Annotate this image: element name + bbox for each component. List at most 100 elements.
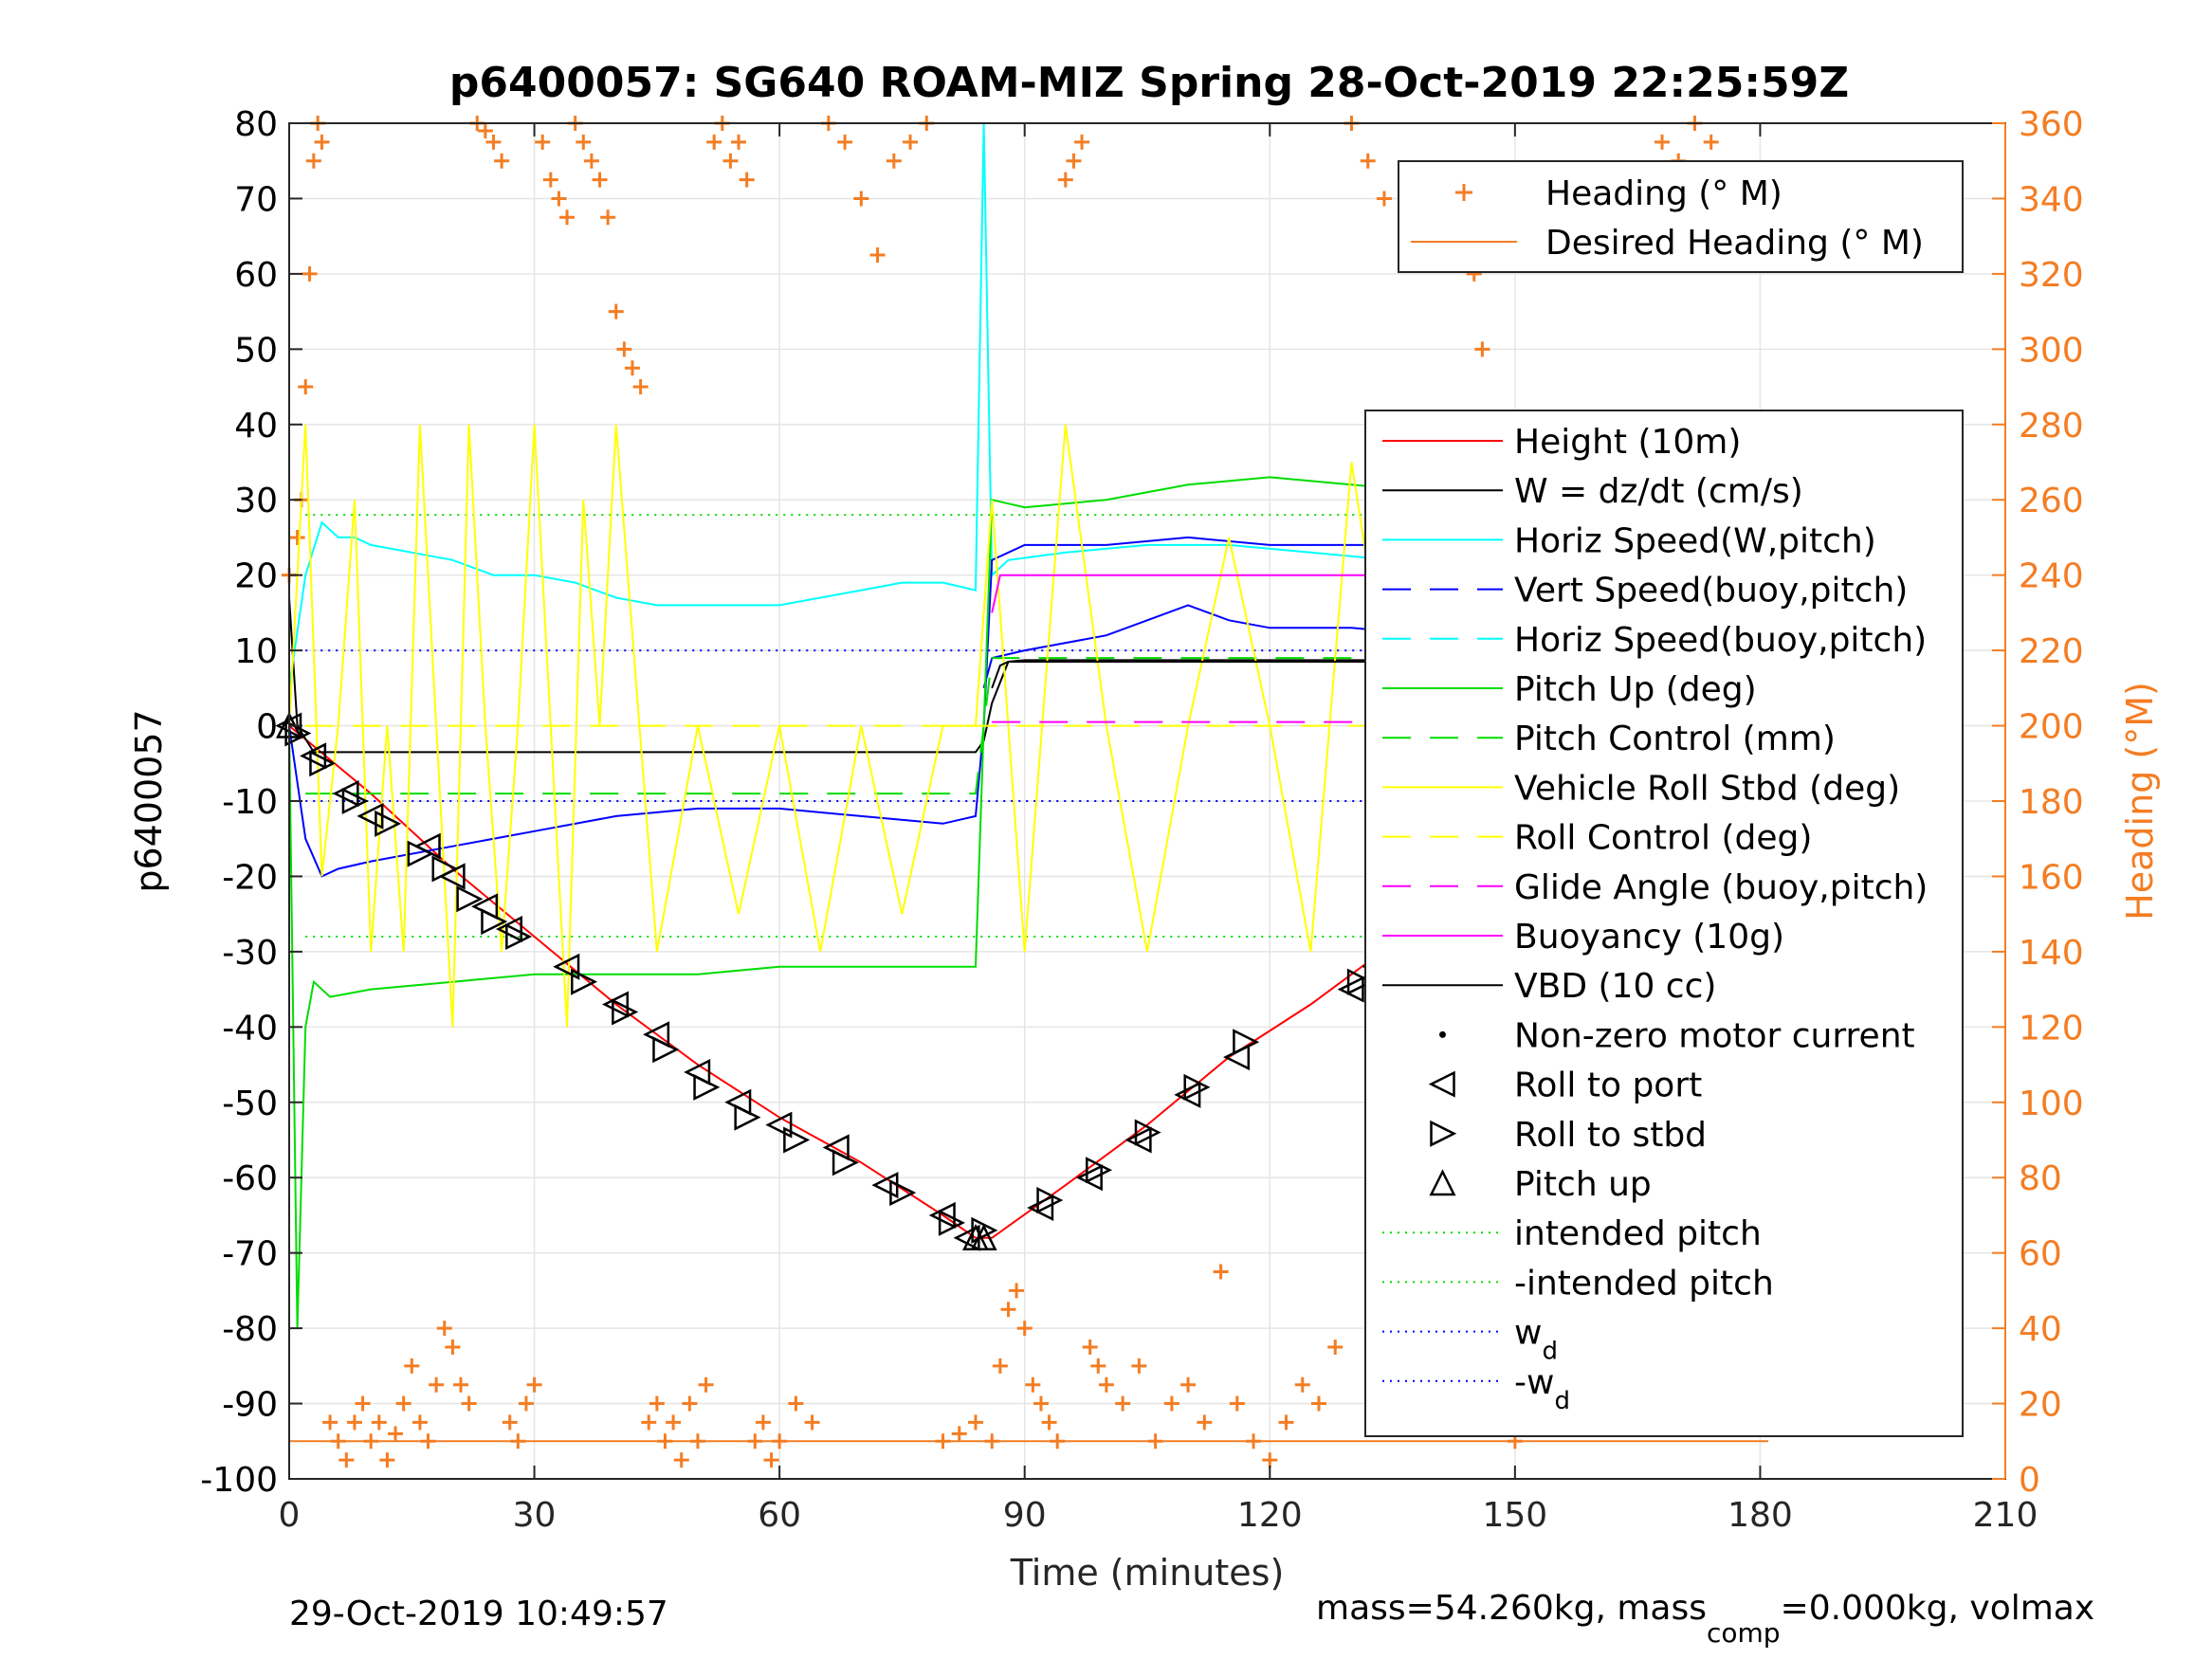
legend-entry-label: -intended pitch: [1514, 1264, 1774, 1303]
x-tick-label: 0: [279, 1496, 301, 1535]
heading-point: [722, 153, 739, 169]
heading-point: [477, 122, 493, 138]
roll-to-stbd-marker: [1134, 1119, 1161, 1146]
heading-point: [1066, 153, 1082, 169]
legend-entry-label: Non-zero motor current: [1514, 1016, 1915, 1055]
y2-tick-label: 340: [2019, 180, 2084, 219]
heading-point: [502, 1414, 518, 1431]
heading-point: [388, 1426, 404, 1442]
heading-point: [1009, 1283, 1025, 1299]
main-legend-box: [1364, 410, 1964, 1437]
y2-tick-label: 0: [2019, 1461, 2040, 1500]
y2-axis-label: Heading (°M): [2119, 682, 2161, 921]
heading-point: [1041, 1414, 1057, 1431]
heading-point: [837, 134, 853, 150]
legend-plus-symbol: [1455, 184, 1472, 201]
heading-point: [494, 153, 510, 169]
legend-entry-label: Heading (° M): [1545, 174, 1782, 213]
heading-point: [1213, 1264, 1229, 1280]
roll-to-stbd-marker: [1183, 1073, 1211, 1101]
y2-tick-label: 140: [2019, 934, 2084, 973]
heading-point: [1131, 1358, 1147, 1374]
roll-to-port-marker: [1174, 1081, 1201, 1108]
heading-point: [755, 1414, 771, 1431]
heading-point: [363, 1433, 379, 1449]
heading-point: [682, 1395, 698, 1412]
heading-point: [1147, 1433, 1163, 1449]
heading-point: [583, 153, 599, 169]
heading-point: [1115, 1395, 1131, 1412]
heading-point: [706, 134, 722, 150]
y-tick-label: 20: [234, 557, 278, 596]
heading-point: [379, 1452, 395, 1468]
roll-to-stbd-marker: [783, 1126, 811, 1154]
roll-to-port-marker: [1027, 1194, 1054, 1222]
y2-tick-label: 300: [2019, 331, 2084, 370]
heading-point: [608, 303, 624, 319]
heading-point: [461, 1395, 477, 1412]
heading-point: [453, 1376, 468, 1393]
heading-point: [903, 134, 919, 150]
y-tick-label: 40: [234, 407, 278, 446]
y2-tick-label: 120: [2019, 1009, 2084, 1048]
y-tick-label: 50: [234, 331, 278, 370]
heading-point: [739, 172, 755, 188]
y2-tick-label: 180: [2019, 783, 2084, 822]
x-tick-label: 150: [1482, 1496, 1547, 1535]
roll-to-stbd-marker: [284, 720, 312, 747]
legend-entry-label: VBD (10 cc): [1514, 967, 1716, 1006]
legend-entry-label: Glide Angle (buoy,pitch): [1514, 868, 1928, 907]
y-tick-label: 30: [234, 482, 278, 520]
roll-to-stbd-marker: [431, 855, 459, 883]
roll-to-port-marker: [928, 1201, 956, 1229]
heading-point: [1025, 1376, 1041, 1393]
heading-point: [1163, 1395, 1179, 1412]
legend-tri-up-symbol: [1429, 1169, 1456, 1196]
y-tick-label: -70: [222, 1235, 278, 1274]
legend-tri-right-symbol: [1430, 1120, 1457, 1147]
x-tick-label: 60: [758, 1496, 801, 1535]
heading-point: [600, 210, 616, 226]
heading-point: [869, 247, 886, 264]
legend-entry-label: Horiz Speed(buoy,pitch): [1514, 621, 1927, 660]
legend-entry-label: Vehicle Roll Stbd (deg): [1514, 769, 1900, 808]
heading-point: [649, 1395, 665, 1412]
roll-to-port-marker: [300, 742, 327, 770]
heading-point: [305, 153, 321, 169]
y-tick-label: -20: [222, 858, 278, 897]
heading-point: [1197, 1414, 1213, 1431]
heading-point: [641, 1414, 657, 1431]
heading-point: [289, 529, 305, 545]
heading-point: [657, 1433, 673, 1449]
heading-point: [1050, 1433, 1066, 1449]
roll-to-port-marker: [601, 991, 630, 1018]
footer-mass-a: mass=54.260kg, mass: [1316, 1589, 1707, 1628]
heading-point: [1703, 134, 1719, 150]
roll-to-port-marker: [1075, 1164, 1103, 1192]
heading-point: [1327, 1339, 1344, 1355]
heading-point: [371, 1414, 387, 1431]
legend-tri-left-symbol: [1428, 1070, 1455, 1098]
heading-point: [804, 1414, 820, 1431]
roll-to-stbd-marker: [693, 1073, 721, 1101]
y-axis: 80 70 60 50 40 30 20 10 0 -10 -20 -30 -40 -50 -60 -70 -8…: [200, 105, 302, 1500]
y-tick-label: -10: [222, 783, 278, 822]
roll-to-stbd-marker: [341, 787, 369, 815]
roll-to-stbd-marker: [889, 1179, 917, 1207]
roll-to-stbd-marker: [1233, 1029, 1260, 1056]
roll-to-port-marker: [765, 1111, 793, 1139]
heading-point: [346, 1414, 362, 1431]
heading-point: [1000, 1302, 1016, 1318]
heading-point: [429, 1376, 445, 1393]
heading-point: [314, 134, 330, 150]
heading-point: [666, 1414, 682, 1431]
heading-point: [535, 134, 551, 150]
y-tick-label: 0: [256, 708, 278, 747]
heading-point: [355, 1395, 371, 1412]
legend-entry-label: Roll to port: [1514, 1066, 1702, 1105]
roll-to-stbd-marker: [612, 998, 639, 1026]
y-tick-label: -60: [222, 1159, 278, 1198]
heading-point: [592, 172, 608, 188]
heading-point: [551, 191, 567, 207]
